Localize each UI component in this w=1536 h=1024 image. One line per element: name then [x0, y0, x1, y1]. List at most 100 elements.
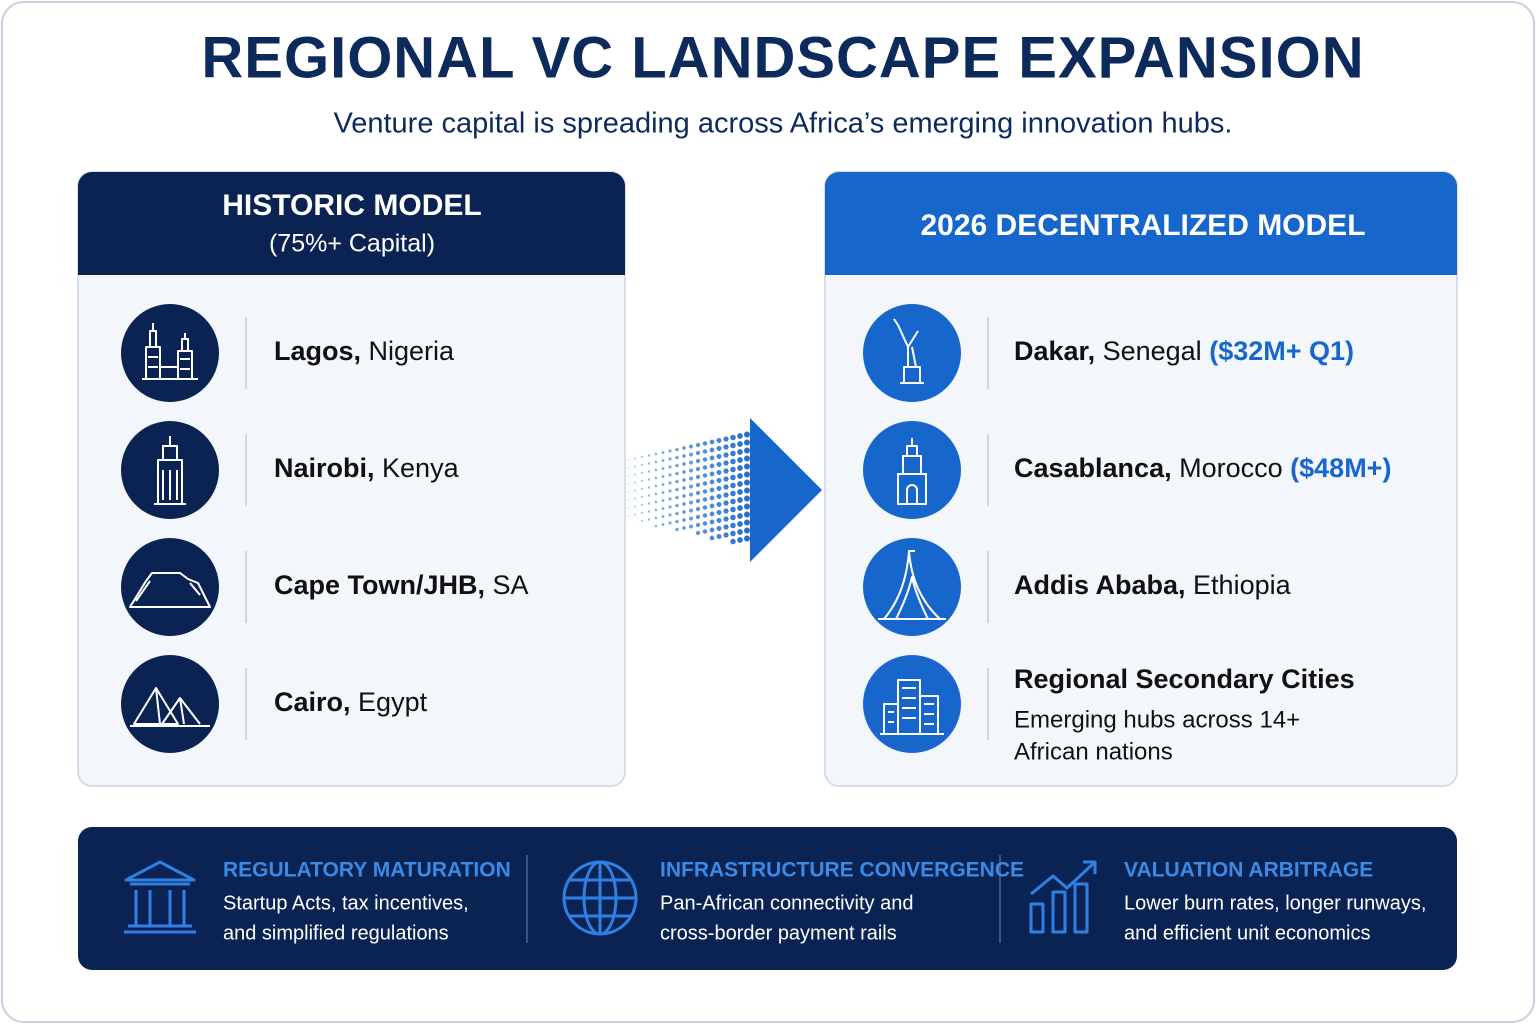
- arrow-dot: [689, 524, 693, 529]
- arrow-dot: [709, 503, 715, 509]
- arrow-dot: [647, 494, 651, 497]
- arrow-dot: [702, 473, 708, 478]
- arrow-dot: [737, 497, 743, 503]
- arrow-dot: [695, 498, 701, 504]
- arrow-dot: [730, 514, 736, 521]
- arrow-dot: [716, 526, 722, 531]
- city-name: Addis Ababa,: [1014, 570, 1186, 600]
- arrow-dot: [689, 508, 693, 513]
- arrow-dot: [682, 494, 686, 498]
- city-icon: [129, 572, 211, 608]
- arrow-dot: [634, 489, 636, 492]
- arrow-dot: [709, 447, 715, 453]
- arrow-dot: [730, 450, 736, 457]
- city-label: Dakar, Senegal ($32M+ Q1): [1014, 336, 1354, 366]
- arrow-dot: [682, 486, 686, 490]
- decentralized-header: [825, 172, 1457, 275]
- arrow-dot: [743, 511, 751, 518]
- arrow-dot: [702, 529, 708, 534]
- arrow-dot: [689, 476, 693, 481]
- arrow-dot: [682, 502, 686, 506]
- arrow-dot: [723, 516, 729, 522]
- arrow-dot: [668, 457, 672, 461]
- arrow-dot: [723, 476, 729, 482]
- arrow-dot: [737, 537, 743, 543]
- arrow-dot: [716, 534, 722, 539]
- historic-subtitle: (75%+ Capital): [269, 230, 435, 258]
- arrow-dot: [675, 527, 679, 532]
- arrow-dot: [654, 492, 658, 496]
- arrow-dot: [654, 508, 658, 512]
- arrow-dot: [640, 471, 644, 475]
- arrow-dot: [723, 452, 729, 458]
- footer-text: Lower burn rates, longer runways,: [1124, 892, 1426, 914]
- arrow-dot: [737, 505, 743, 511]
- arrow-dot: [730, 538, 736, 545]
- footer-title: REGULATORY MATURATION: [223, 859, 511, 882]
- city-region: Kenya: [382, 453, 460, 483]
- arrow-dot: [737, 521, 743, 527]
- footer-icon: [1029, 860, 1097, 934]
- arrow-dot: [627, 475, 629, 477]
- arrow-dot: [743, 503, 751, 510]
- decentralized-title: 2026 DECENTRALIZED MODEL: [920, 209, 1365, 242]
- arrow-dot: [695, 522, 701, 528]
- city-label: Regional Secondary Cities: [1014, 664, 1355, 694]
- arrow-dot: [640, 479, 644, 483]
- arrow-dot: [675, 479, 679, 484]
- arrow-dot: [675, 463, 679, 468]
- arrow-dot: [737, 481, 743, 487]
- arrow-dot: [675, 495, 679, 500]
- city-region: Senegal: [1103, 336, 1202, 366]
- arrow-dot: [737, 473, 743, 479]
- arrow-dot: [716, 494, 722, 499]
- arrow-dot: [702, 505, 708, 510]
- city-icon: [878, 550, 946, 620]
- city-icon-circle: [121, 538, 219, 636]
- arrow-dot: [716, 510, 722, 515]
- arrow-dot: [634, 513, 636, 516]
- historic-title: HISTORIC MODEL: [222, 189, 481, 222]
- arrow-dot: [689, 516, 693, 521]
- arrow-dot: [723, 484, 729, 490]
- arrow-dot: [634, 481, 636, 484]
- arrow-dot: [723, 492, 729, 498]
- arrow-dot: [634, 473, 636, 476]
- arrow-dot: [640, 487, 644, 491]
- arrow-dot: [730, 442, 736, 449]
- arrow-dot: [743, 447, 751, 454]
- arrow-dot: [723, 436, 729, 442]
- title: REGIONAL VC LANDSCAPE EXPANSION: [201, 25, 1364, 90]
- arrow-dot: [627, 491, 629, 493]
- city-label: Cairo, Egypt: [274, 687, 428, 717]
- footer-text: Pan-African connectivity and: [660, 892, 913, 914]
- arrow-dot: [689, 468, 693, 473]
- arrow-dot: [647, 478, 651, 481]
- arrow-dot: [654, 452, 658, 456]
- arrow-dot: [695, 458, 701, 464]
- footer-text: cross-border payment rails: [660, 922, 897, 944]
- arrow-dot: [730, 498, 736, 505]
- arrow-dot: [654, 484, 658, 488]
- arrow-dot: [695, 466, 701, 472]
- arrow-dot: [661, 523, 665, 526]
- arrow-dot: [730, 434, 736, 441]
- arrow-dot: [668, 481, 672, 485]
- arrow-dot: [647, 486, 651, 489]
- arrow-dot: [709, 511, 715, 517]
- arrow-dot: [716, 478, 722, 483]
- arrow-dot: [716, 454, 722, 459]
- arrow-dot: [661, 467, 665, 470]
- arrow-dot: [695, 530, 701, 536]
- city-icon: [130, 687, 210, 727]
- arrow-dot: [743, 471, 751, 478]
- arrow-dot: [682, 526, 686, 530]
- city-icon-circle: [863, 304, 961, 402]
- arrow-dot: [682, 470, 686, 474]
- arrow-dot: [709, 479, 715, 485]
- arrow-dot: [647, 510, 651, 513]
- arrow-dot: [743, 535, 751, 542]
- city-label: Nairobi, Kenya: [274, 453, 460, 483]
- arrow-dot: [723, 500, 729, 506]
